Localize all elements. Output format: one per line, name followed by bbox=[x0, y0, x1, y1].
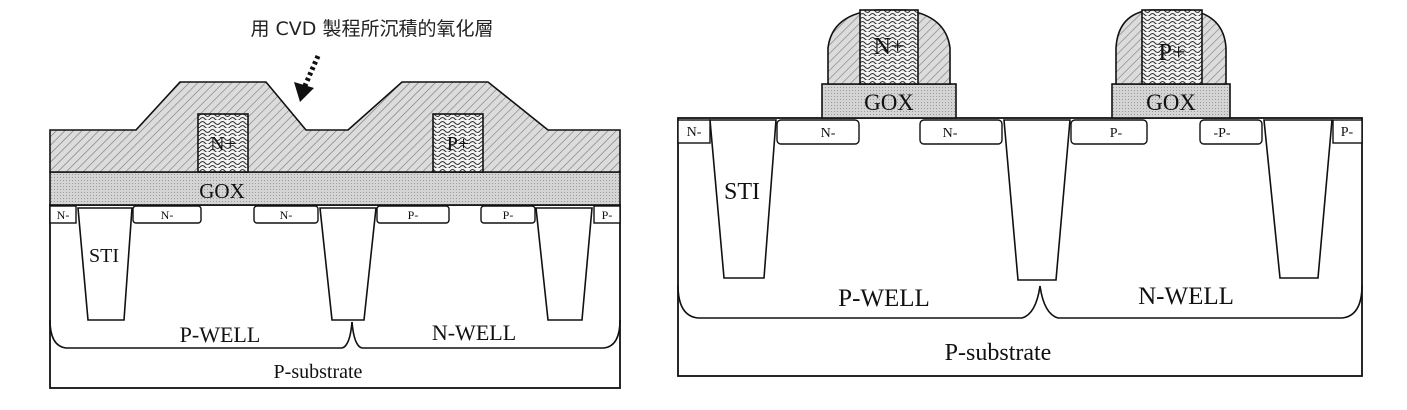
ldd-label: N- bbox=[821, 126, 836, 141]
cvd-oxide-layer bbox=[49, 81, 621, 173]
sti-trench bbox=[1263, 119, 1333, 279]
ldd-region bbox=[480, 205, 536, 224]
ldd-label: N- bbox=[943, 126, 958, 141]
ldd-region bbox=[253, 205, 319, 224]
sti-label: STI bbox=[89, 245, 119, 267]
n-well-boundary bbox=[351, 319, 621, 349]
n-well-label: N-WELL bbox=[1138, 283, 1234, 310]
gox-label: GOX bbox=[199, 179, 245, 203]
ldd-label: -P- bbox=[1213, 126, 1230, 141]
n-well-label: N-WELL bbox=[432, 320, 516, 345]
right-diagram: N+ P+ GOX GOX N- N- N- P- -P- P- STI P-W… bbox=[677, 9, 1363, 377]
ldd-region bbox=[1199, 119, 1263, 145]
ldd-region bbox=[1332, 119, 1363, 144]
sti-trench bbox=[319, 207, 377, 321]
ldd-region bbox=[49, 205, 77, 224]
ldd-region bbox=[132, 205, 202, 224]
sti-trench bbox=[709, 119, 777, 279]
ldd-label: N- bbox=[57, 208, 70, 222]
gate-label: N+ bbox=[210, 133, 236, 155]
substrate-label: P-substrate bbox=[945, 340, 1052, 366]
p-plus-gate bbox=[432, 113, 484, 173]
dotted-arrow-icon bbox=[294, 54, 321, 102]
ldd-label: N- bbox=[687, 125, 702, 140]
sti-trench bbox=[535, 207, 593, 321]
ldd-label: P- bbox=[1110, 126, 1123, 141]
ldd-label: P- bbox=[408, 208, 419, 222]
gate-label: P+ bbox=[447, 133, 469, 155]
ldd-region bbox=[1070, 119, 1148, 145]
n-well-boundary bbox=[1039, 284, 1363, 319]
p-well-label: P-WELL bbox=[838, 285, 930, 312]
ldd-region bbox=[677, 119, 711, 144]
n-plus-gate bbox=[197, 113, 249, 173]
ldd-label: P- bbox=[503, 208, 514, 222]
ldd-region bbox=[919, 119, 1003, 145]
ldd-region bbox=[593, 205, 621, 224]
n-plus-gate bbox=[859, 9, 919, 85]
gox-layer bbox=[49, 171, 621, 206]
ldd-label: N- bbox=[280, 208, 293, 222]
p-well-label: P-WELL bbox=[180, 322, 261, 347]
ldd-region bbox=[376, 205, 450, 224]
gox-label: GOX bbox=[1146, 90, 1196, 115]
sti-trench bbox=[77, 207, 133, 321]
sti-trench bbox=[1003, 119, 1071, 281]
left-diagram: 用 CVD 製程所沉積的氧化層 N+ P+ GOX bbox=[49, 18, 621, 389]
gox-layer bbox=[1111, 83, 1231, 119]
sti-label: STI bbox=[724, 179, 760, 205]
substrate-label: P-substrate bbox=[274, 361, 363, 383]
cvd-oxide-caption: 用 CVD 製程所沉積的氧化層 bbox=[251, 18, 494, 40]
gox-label: GOX bbox=[864, 90, 914, 115]
ldd-label: P- bbox=[1341, 125, 1354, 140]
gate-label: N+ bbox=[874, 34, 905, 60]
p-well-boundary bbox=[677, 284, 1041, 319]
ldd-label: N- bbox=[161, 208, 174, 222]
ldd-label: P- bbox=[602, 208, 613, 222]
p-plus-gate bbox=[1141, 9, 1203, 85]
gate-label: P+ bbox=[1159, 40, 1186, 66]
p-well-boundary bbox=[49, 319, 353, 349]
ldd-region bbox=[776, 119, 860, 145]
